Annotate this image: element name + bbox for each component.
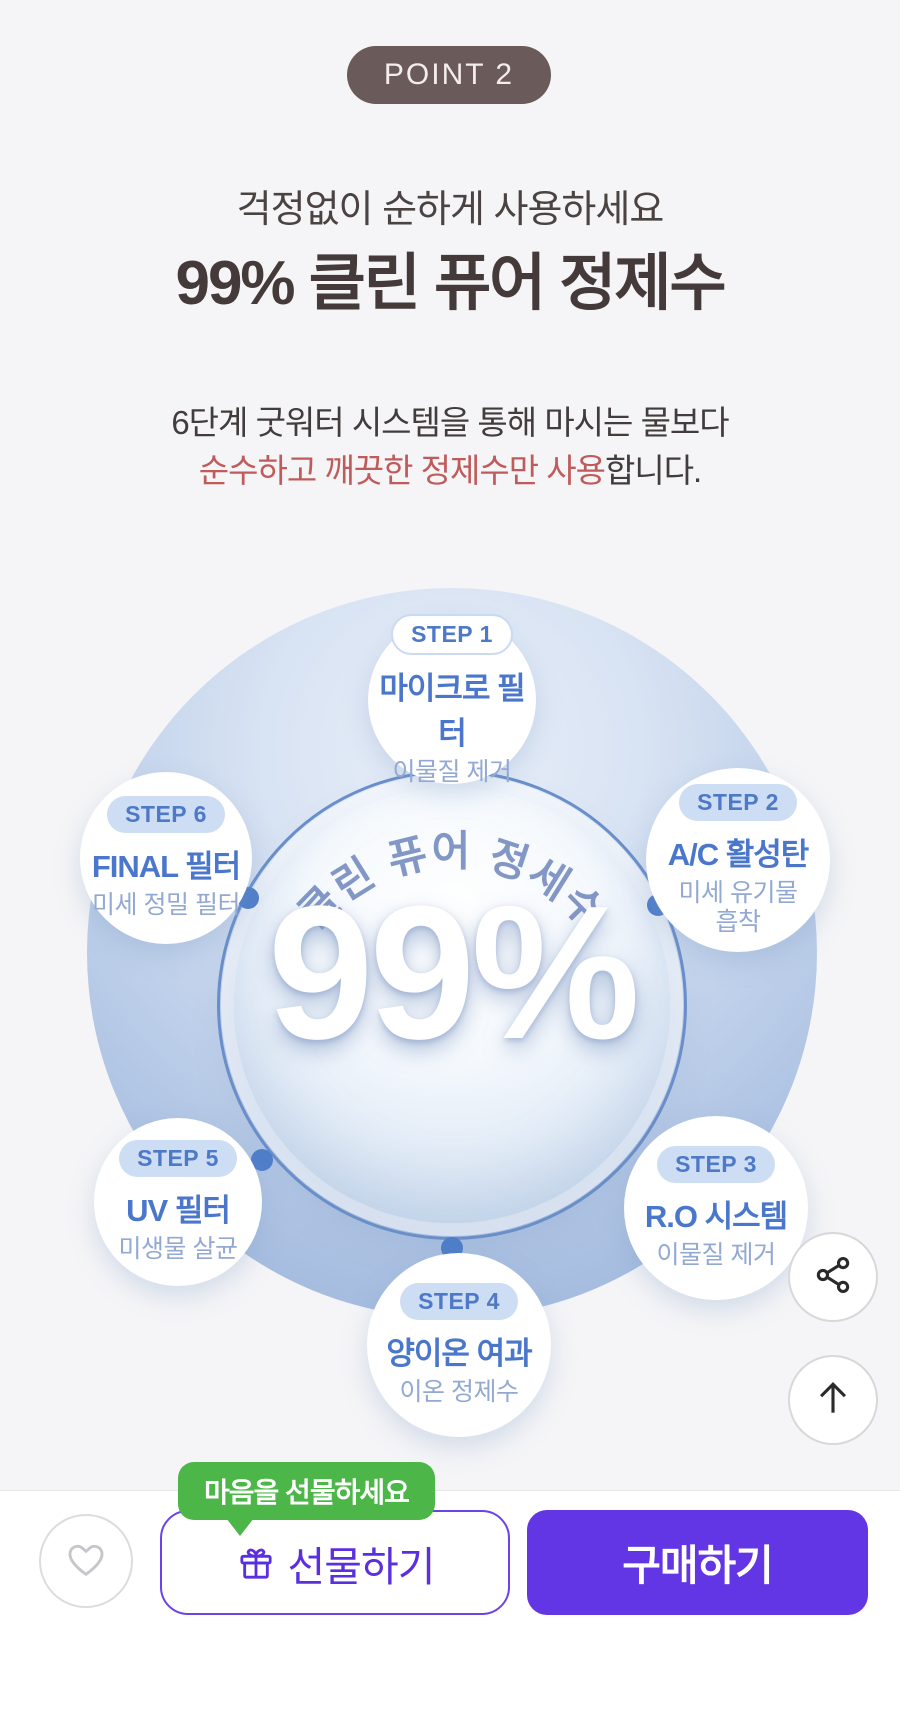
diagram-inner-sphere: [234, 787, 670, 1223]
description-highlight: 순수하고 깨끗한 정제수만 사용: [198, 452, 606, 489]
step-desc: 이온 정제수: [399, 1378, 519, 1407]
gift-icon: [236, 1543, 276, 1583]
step-desc: 미생물 살균: [118, 1235, 238, 1264]
step-desc: 미세 정밀 필터: [92, 891, 240, 920]
gift-button[interactable]: 선물하기: [160, 1510, 510, 1615]
step-title: UV 필터: [126, 1193, 231, 1229]
heart-icon: [63, 1536, 109, 1587]
wishlist-button[interactable]: [39, 1514, 133, 1608]
step-badge: STEP 4: [400, 1283, 518, 1321]
gift-tooltip: 마음을 선물하세요: [178, 1462, 435, 1536]
gift-button-label: 선물하기: [287, 1543, 436, 1590]
step-badge: STEP 1: [391, 613, 513, 655]
step-circle-5: STEP 5 UV 필터 미생물 살균: [94, 1118, 262, 1286]
headline-sub: 걱정없이 순하게 사용하세요: [236, 189, 665, 231]
description-line2: 순수하고 깨끗한 정제수만 사용합니다.: [0, 444, 900, 492]
connector-dot: [251, 1149, 273, 1171]
step-circle-2: STEP 2 A/C 활성탄 미세 유기물 흡착: [646, 768, 830, 952]
step-title: 마이크로 필터: [379, 670, 525, 751]
share-button[interactable]: [788, 1232, 878, 1322]
description-rest: 합니다.: [604, 452, 702, 489]
step-badge: STEP 5: [119, 1140, 237, 1178]
arrow-up-icon: [811, 1376, 855, 1425]
step-title: R.O 시스템: [644, 1199, 788, 1235]
point-badge: POINT 2: [347, 46, 551, 104]
buy-button[interactable]: 구매하기: [527, 1510, 868, 1615]
step-badge: STEP 6: [107, 796, 225, 834]
step-desc: 이물질 제거: [656, 1241, 776, 1270]
step-circle-3: STEP 3 R.O 시스템 이물질 제거: [624, 1116, 808, 1300]
step-desc: 미세 유기물 흡착: [678, 878, 798, 936]
description-line1: 6단계 굿워터 시스템을 통해 마시는 물보다: [171, 404, 729, 441]
step-circle-6: STEP 6 FINAL 필터 미세 정밀 필터: [80, 772, 252, 944]
step-badge: STEP 3: [657, 1146, 775, 1184]
share-icon: [811, 1253, 855, 1302]
step-desc: 이물질 제거: [392, 757, 512, 786]
scroll-top-button[interactable]: [788, 1355, 878, 1445]
headline-main: 99% 클린 퓨어 정제수: [175, 249, 726, 318]
buy-button-label: 구매하기: [622, 1542, 774, 1589]
step-title: A/C 활성탄: [667, 836, 810, 872]
step-circle-1: STEP 1 마이크로 필터 이물질 제거: [368, 613, 536, 786]
percent-text: 99%: [267, 867, 640, 1079]
step-title: FINAL 필터: [91, 849, 241, 885]
arc-text: 클린 퓨어 정세수: [289, 828, 613, 938]
step-title: 양이온 여과: [386, 1336, 532, 1372]
step-circle-4: STEP 4 양이온 여과 이온 정제수: [367, 1253, 551, 1437]
step-badge: STEP 2: [679, 783, 797, 821]
